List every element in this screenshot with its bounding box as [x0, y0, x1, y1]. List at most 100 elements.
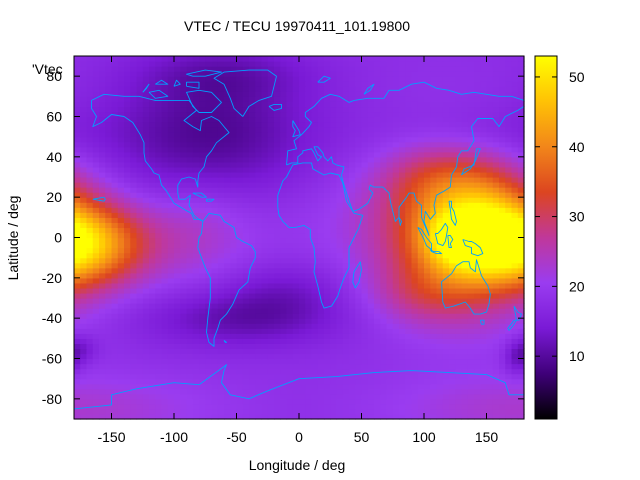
heatmap-cell [217, 403, 225, 410]
heatmap-cell [349, 217, 356, 223]
heatmap-cell [467, 212, 475, 218]
heatmap-cell [380, 368, 388, 375]
heatmap-cell [130, 393, 138, 400]
heatmap-cell [486, 287, 494, 294]
heatmap-cell [261, 232, 269, 239]
heatmap-cell [411, 136, 419, 143]
heatmap-cell [305, 363, 313, 370]
heatmap-cell [436, 282, 444, 289]
heatmap-cell [517, 192, 525, 198]
heatmap-cell [117, 151, 125, 158]
heatmap-cell [130, 207, 138, 213]
heatmap-cell [217, 106, 225, 113]
heatmap-cell [149, 252, 156, 259]
heatmap-cell [505, 267, 513, 274]
heatmap-cell [299, 403, 306, 410]
heatmap-cell [261, 403, 269, 410]
heatmap-cell [417, 358, 425, 365]
heatmap-cell [467, 403, 475, 410]
heatmap-cell [261, 267, 269, 274]
heatmap-cell [186, 323, 194, 329]
heatmap-cell [505, 308, 513, 314]
heatmap-cell [267, 197, 275, 203]
heatmap-cell [330, 393, 338, 400]
heatmap-cell [449, 101, 456, 108]
heatmap-cell [199, 272, 206, 279]
heatmap-cell [349, 141, 356, 148]
heatmap-cell [199, 393, 206, 400]
heatmap-cell [161, 146, 169, 153]
heatmap-cell [255, 267, 263, 274]
heatmap-cell [324, 192, 331, 198]
heatmap-cell [317, 177, 325, 183]
heatmap-cell [249, 338, 256, 344]
heatmap-cell [236, 267, 244, 274]
heatmap-cell [199, 247, 206, 254]
heatmap-cell [155, 146, 163, 153]
heatmap-cell [480, 96, 488, 102]
heatmap-cell [274, 277, 281, 284]
heatmap-cell [480, 247, 488, 254]
heatmap-cell [224, 363, 231, 370]
heatmap-cell [192, 298, 200, 304]
heatmap-cell [305, 298, 313, 304]
heatmap-cell [124, 298, 131, 304]
heatmap-cell [174, 272, 181, 279]
heatmap-cell [180, 282, 188, 289]
heatmap-cell [511, 217, 519, 223]
heatmap-cell [430, 333, 438, 339]
heatmap-cell [511, 383, 519, 390]
heatmap-cell [274, 383, 281, 390]
heatmap-cell [136, 212, 144, 218]
heatmap-cell [274, 177, 281, 183]
heatmap-cell [324, 408, 331, 415]
heatmap-cell [405, 262, 413, 269]
heatmap-cell [130, 403, 138, 410]
heatmap-cell [461, 333, 469, 339]
heatmap-cell [461, 207, 469, 213]
heatmap-cell [224, 177, 231, 183]
heatmap-cell [474, 217, 481, 223]
heatmap-cell [180, 121, 188, 128]
heatmap-cell [230, 76, 238, 82]
heatmap-cell [186, 71, 194, 77]
heatmap-cell [336, 76, 344, 82]
heatmap-cell [111, 131, 119, 138]
heatmap-cell [105, 242, 113, 249]
heatmap-cell [505, 363, 513, 370]
heatmap-cell [424, 161, 431, 168]
heatmap-cell [167, 353, 175, 360]
heatmap-cell [86, 318, 94, 324]
heatmap-cell [74, 101, 81, 108]
heatmap-cell [136, 348, 144, 355]
heatmap-cell [486, 363, 494, 370]
heatmap-cell [474, 81, 481, 87]
heatmap-cell [230, 177, 238, 183]
heatmap-cell [161, 161, 169, 168]
heatmap-cell [342, 227, 350, 234]
heatmap-cell [230, 282, 238, 289]
heatmap-cell [167, 202, 175, 208]
heatmap-cell [161, 363, 169, 370]
heatmap-cell [111, 388, 119, 395]
heatmap-cell [180, 171, 188, 178]
heatmap-cell [411, 131, 419, 138]
heatmap-cell [74, 227, 81, 234]
heatmap-cell [474, 413, 481, 420]
heatmap-cell [336, 282, 344, 289]
heatmap-cell [199, 116, 206, 123]
heatmap-cell [261, 141, 269, 148]
heatmap-cell [142, 323, 150, 329]
heatmap-cell [405, 287, 413, 294]
heatmap-cell [361, 111, 369, 118]
heatmap-cell [417, 242, 425, 249]
heatmap-cell [449, 187, 456, 193]
heatmap-cell [224, 101, 231, 108]
heatmap-cell [249, 408, 256, 415]
heatmap-cell [436, 257, 444, 264]
heatmap-cell [499, 116, 506, 123]
heatmap-cell [499, 247, 506, 254]
heatmap-cell [286, 182, 294, 188]
heatmap-cell [117, 353, 125, 360]
heatmap-cell [299, 76, 306, 82]
